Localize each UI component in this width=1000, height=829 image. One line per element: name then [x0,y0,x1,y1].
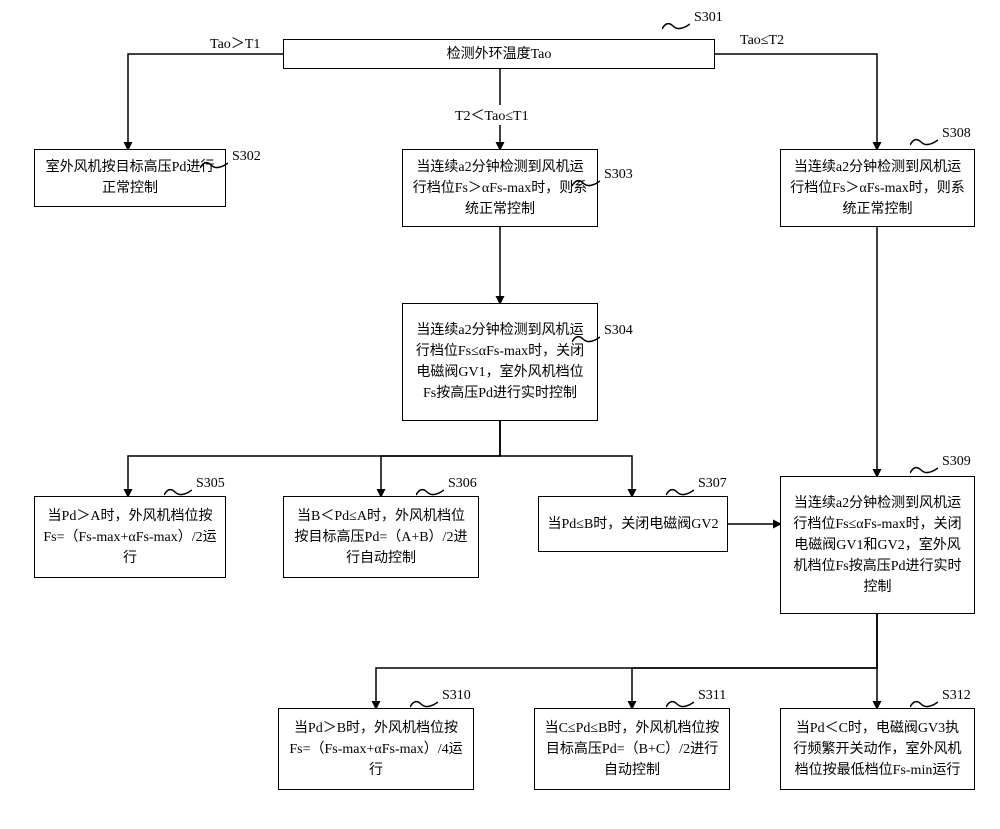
edge-label-e3: Tao≤T2 [740,33,784,49]
flowchart-node-s303: 当连续a2分钟检测到风机运行档位Fs＞αFs-max时，则系统正常控制 [402,149,598,227]
node-text: 当连续a2分钟检测到风机运行档位Fs＞αFs-max时，则系统正常控制 [789,157,966,220]
step-label-s312: S312 [942,688,971,704]
step-label-s302: S302 [232,149,261,165]
edge-7 [500,421,632,496]
step-label-s305: S305 [196,476,225,492]
node-text: 当Pd≤B时，关闭电磁阀GV2 [547,514,718,535]
node-text: 当连续a2分钟检测到风机运行档位Fs≤αFs-max时，关闭电磁阀GV1和GV2… [789,493,966,598]
edge-0 [128,54,283,149]
node-text: 当Pd＞A时，外风机档位按Fs=（Fs-max+αFs-max）/2运行 [43,506,217,569]
edge-6 [381,421,500,496]
edge-3 [715,54,877,149]
flowchart-node-s312: 当Pd＜C时，电磁阀GV3执行频繁开关动作，室外风机档位按最低档位Fs-min运… [780,708,975,790]
edge-label-e2: T2＜Tao≤T1 [455,105,529,125]
flowchart-node-s308: 当连续a2分钟检测到风机运行档位Fs＞αFs-max时，则系统正常控制 [780,149,975,227]
flowchart-node-s306: 当B＜Pd≤A时，外风机档位按目标高压Pd=（A+B）/2进行自动控制 [283,496,479,578]
step-label-s308: S308 [942,126,971,142]
squiggle-icon [666,486,694,498]
flowchart-node-s302: 室外风机按目标高压Pd进行正常控制 [34,149,226,207]
squiggle-icon [910,136,938,148]
node-text: 当C≤Pd≤B时，外风机档位按目标高压Pd=（B+C）/2进行自动控制 [543,718,721,781]
edge-5 [128,421,500,496]
squiggle-icon [666,698,694,710]
node-text: 当B＜Pd≤A时，外风机档位按目标高压Pd=（A+B）/2进行自动控制 [292,506,470,569]
step-label-s309: S309 [942,454,971,470]
step-label-s301: S301 [694,10,723,26]
step-label-s303: S303 [604,167,633,183]
squiggle-icon [164,486,192,498]
squiggle-icon [910,698,938,710]
squiggle-icon [200,159,228,171]
node-text: 当Pd＞B时，外风机档位按Fs=（Fs-max+αFs-max）/4运行 [287,718,465,781]
node-text: 当连续a2分钟检测到风机运行档位Fs＞αFs-max时，则系统正常控制 [411,157,589,220]
squiggle-icon [410,698,438,710]
flowchart-node-s307: 当Pd≤B时，关闭电磁阀GV2 [538,496,728,552]
node-text: 当Pd＜C时，电磁阀GV3执行频繁开关动作，室外风机档位按最低档位Fs-min运… [789,718,966,781]
step-label-s304: S304 [604,323,633,339]
flowchart-node-s304: 当连续a2分钟检测到风机运行档位Fs≤αFs-max时，关闭电磁阀GV1，室外风… [402,303,598,421]
step-label-s306: S306 [448,476,477,492]
squiggle-icon [910,464,938,476]
flowchart-node-s310: 当Pd＞B时，外风机档位按Fs=（Fs-max+αFs-max）/4运行 [278,708,474,790]
flowchart-node-s311: 当C≤Pd≤B时，外风机档位按目标高压Pd=（B+C）/2进行自动控制 [534,708,730,790]
edge-10 [632,614,877,708]
flowchart-node-s301: 检测外环温度Tao [283,39,715,69]
node-text: 室外风机按目标高压Pd进行正常控制 [43,157,217,199]
edge-label-e1: Tao＞T1 [210,33,260,53]
flowchart-node-s309: 当连续a2分钟检测到风机运行档位Fs≤αFs-max时，关闭电磁阀GV1和GV2… [780,476,975,614]
squiggle-icon [416,486,444,498]
squiggle-icon [572,333,600,345]
step-label-s311: S311 [698,688,726,704]
node-text: 检测外环温度Tao [447,44,552,65]
node-text: 当连续a2分钟检测到风机运行档位Fs≤αFs-max时，关闭电磁阀GV1，室外风… [411,320,589,404]
step-label-s310: S310 [442,688,471,704]
squiggle-icon [572,177,600,189]
flowchart-node-s305: 当Pd＞A时，外风机档位按Fs=（Fs-max+αFs-max）/2运行 [34,496,226,578]
squiggle-icon [662,20,690,32]
step-label-s307: S307 [698,476,727,492]
